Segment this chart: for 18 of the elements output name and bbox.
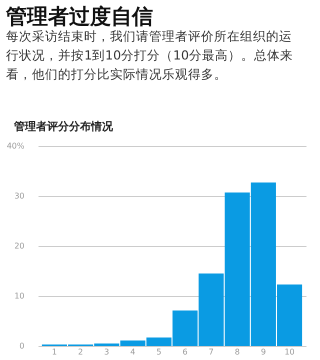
x-tick-label: 8: [234, 348, 240, 356]
x-tick-label: 2: [78, 348, 84, 356]
x-tick-label: 10: [284, 348, 295, 356]
x-tick-label: 4: [130, 348, 136, 356]
y-tick-label: 40%: [6, 142, 25, 150]
x-tick-label: 9: [260, 348, 266, 356]
x-tick-label: 1: [52, 348, 58, 356]
chart-subtitle: 每次采访结束时，我们请管理者评价所在组织的运行状况，并按1到10分打分（10分最高）。总体来看，他们的打分比实际情况乐观得多。: [6, 28, 293, 82]
x-tick-label: 6: [182, 348, 188, 356]
text: 管理者评分分布情况: [13, 120, 114, 133]
y-tick-label: 30: [14, 192, 24, 200]
y-tick-label: 20: [14, 242, 24, 250]
chart-title: 管理者过度自信: [5, 4, 154, 28]
y-tick-label: 10: [14, 292, 24, 300]
x-tick-label: 5: [156, 348, 162, 356]
x-tick-label: 7: [208, 348, 214, 356]
x-tick-label: 3: [104, 348, 110, 356]
y-tick-label: 0: [19, 342, 24, 350]
